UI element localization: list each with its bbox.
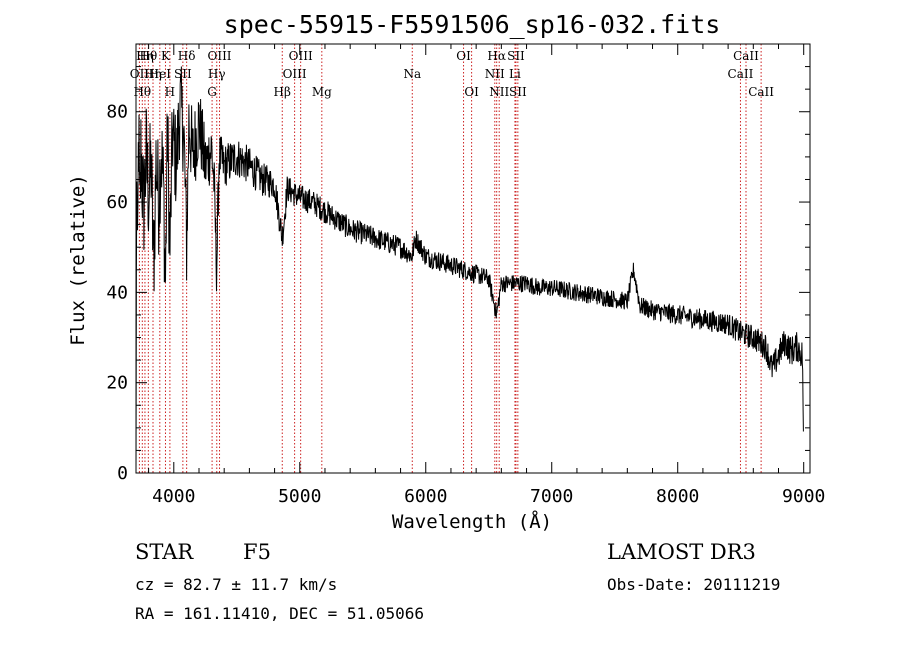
observation-date: Obs-Date: 20111219 xyxy=(607,575,781,594)
survey-name: LAMOST DR3 xyxy=(607,540,756,564)
plot-frame xyxy=(135,43,811,474)
line-label-17: Na xyxy=(403,67,421,81)
line-label-13: Hβ xyxy=(274,85,291,99)
line-label-24: SII xyxy=(507,49,525,63)
line-label-27: CaII xyxy=(733,49,759,63)
spectral-subclass: F5 xyxy=(243,540,271,564)
redshift-velocity: cz = 82.7 ± 11.7 km/s xyxy=(135,575,338,594)
line-label-25: SII xyxy=(509,85,527,99)
line-label-28: CaII xyxy=(748,85,774,99)
line-label-1: Hθ xyxy=(133,85,151,99)
spectrum-series xyxy=(135,66,804,474)
line-label-4: Hη xyxy=(144,67,162,81)
line-label-14: OIII xyxy=(283,67,307,81)
chart-title: spec-55915-F5591506_sp16-032.fits xyxy=(224,10,721,39)
line-label-23: Li xyxy=(509,67,521,81)
line-label-5: HeI xyxy=(149,67,172,81)
line-label-0: OII xyxy=(130,67,150,81)
line-label-21: Hα xyxy=(487,49,506,63)
line-label-16: Mg xyxy=(312,85,332,99)
x-tick-label-4: 8000 xyxy=(656,486,699,507)
line-label-9: Hδ xyxy=(178,49,196,63)
line-label-8: SII xyxy=(174,67,192,81)
x-tick-label-5: 9000 xyxy=(782,486,825,507)
spectral-line-markers xyxy=(138,44,762,473)
line-label-20: NII xyxy=(485,67,505,81)
y-axis-label: Flux (relative) xyxy=(67,174,89,346)
x-axis-label: Wavelength (Å) xyxy=(392,510,552,533)
line-label-10: G xyxy=(207,85,217,99)
x-tick-label-0: 4000 xyxy=(152,486,195,507)
line-label-3: Hθ xyxy=(139,49,157,63)
y-tick-label-0: 0 xyxy=(117,463,128,484)
object-class: STAR xyxy=(135,540,194,564)
x-tick-label-1: 5000 xyxy=(278,486,321,507)
coordinates: RA = 161.11410, DEC = 51.05066 xyxy=(135,604,424,623)
plot-axes: 4000 5000 6000 7000 8000 9000 0 20 40 60 80 xyxy=(106,43,825,507)
line-label-22: NII xyxy=(489,85,509,99)
x-tick-label-3: 7000 xyxy=(530,486,573,507)
y-tick-label-4: 80 xyxy=(106,102,128,123)
line-label-26: CaII xyxy=(728,67,754,81)
line-label-11: Hγ xyxy=(208,67,226,81)
line-label-15: OIII xyxy=(289,49,313,63)
line-label-7: H xyxy=(165,85,175,99)
line-label-2: Hη xyxy=(136,49,154,63)
spectrum-line xyxy=(135,66,804,474)
line-label-18: OI xyxy=(456,49,471,63)
x-tick-label-2: 6000 xyxy=(404,486,447,507)
line-label-12: OIII xyxy=(207,49,231,63)
y-tick-label-1: 20 xyxy=(106,373,128,394)
spectral-line-labels: OIIHθHηHθHηHeIKHSIIHδGHγOIIIHβOIIIOIIIMg… xyxy=(130,49,775,99)
y-tick-label-2: 40 xyxy=(106,282,128,303)
line-label-6: K xyxy=(161,49,171,63)
line-label-19: OI xyxy=(464,85,479,99)
y-tick-label-3: 60 xyxy=(106,192,128,213)
